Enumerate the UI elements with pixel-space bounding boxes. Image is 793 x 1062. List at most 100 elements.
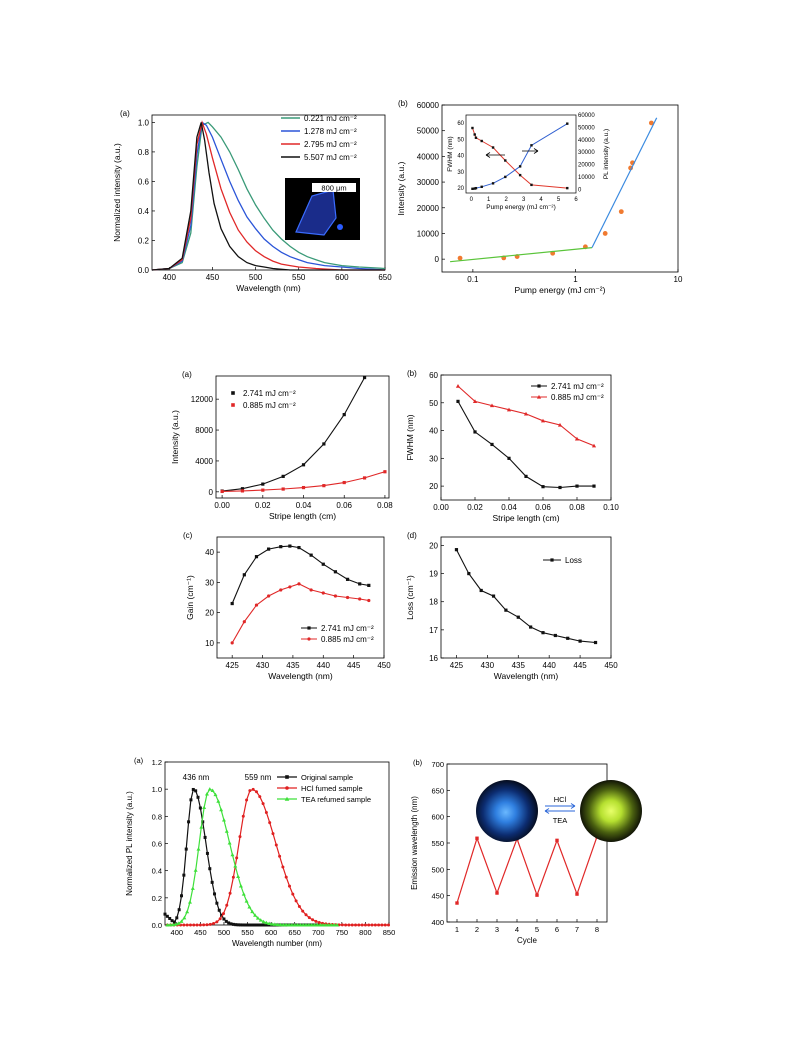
inset-point: [518, 173, 522, 177]
fig1b-panel: 0.1 1 100100002000030000400005000060000Pum…: [396, 99, 683, 295]
data-point: [254, 555, 259, 559]
fig1a-ylabel: Normalized intensity (a.u.): [112, 143, 122, 242]
inset-yleft-tick-label: 60: [457, 121, 464, 127]
data-point: [575, 892, 579, 896]
peak-annotation: 436 nm: [183, 773, 210, 782]
fig2d-xtick-label: 445: [573, 661, 587, 670]
fig2b-panel-label: (b): [407, 369, 417, 378]
data-point: [292, 922, 297, 927]
data-point: [238, 835, 242, 839]
data-point: [182, 915, 187, 920]
fig2c-ytick-label: 20: [205, 609, 214, 618]
data-point: [541, 631, 545, 635]
fit-line-2: [591, 117, 658, 248]
data-point: [455, 384, 461, 388]
data-point: [196, 847, 201, 851]
fig2b-xtick-label: 0.02: [467, 503, 483, 512]
fig2d-xtick-label: 440: [543, 661, 557, 670]
fig2b-xlabel: Stripe length (cm): [492, 513, 559, 523]
data-point: [297, 582, 301, 586]
data-point: [246, 923, 250, 927]
fig1a-ytick-label: 0.6: [138, 177, 150, 186]
data-point: [457, 255, 463, 261]
fig3b-ytick-label: 500: [431, 865, 444, 874]
data-point: [182, 923, 186, 927]
data-point: [279, 545, 283, 549]
data-point: [264, 923, 268, 927]
data-point: [367, 583, 371, 587]
fig3a-ytick-label: 0.6: [152, 840, 162, 849]
legend-marker: [285, 786, 289, 790]
fig3b-xtick-label: 6: [555, 925, 559, 934]
fig2a-xtick-label: 0.00: [214, 501, 230, 510]
inset-xtick-label: 4: [539, 197, 543, 203]
fig3b-ytick-label: 450: [431, 892, 444, 901]
data-point: [318, 923, 323, 927]
fig2c-xtick-label: 440: [317, 661, 331, 670]
fig1a-xlabel: Wavelength (nm): [236, 283, 301, 293]
data-point: [218, 917, 222, 921]
data-point: [205, 851, 209, 855]
fig1a-xtick-label: 400: [163, 273, 177, 282]
data-point: [253, 923, 257, 927]
data-point: [473, 430, 477, 434]
fig3b-ytick-label: 550: [431, 839, 444, 848]
data-point: [281, 487, 285, 491]
data-point: [323, 923, 328, 927]
fig2a-xtick-label: 0.02: [255, 501, 271, 510]
inset-xtick-label: 5: [557, 197, 561, 203]
data-point: [182, 873, 186, 877]
legend-marker: [536, 394, 542, 399]
series-line-2: [167, 788, 338, 926]
fig3b-ytick-label: 650: [431, 786, 444, 795]
data-point: [215, 920, 219, 924]
fig2d-ytick-label: 20: [429, 541, 438, 550]
data-point: [165, 914, 169, 918]
data-point: [297, 545, 301, 550]
legend-label: 0.885 mJ cm⁻²: [243, 401, 296, 410]
fig1a-xtick-label: 450: [206, 273, 220, 282]
data-point: [495, 891, 499, 895]
fig3b-ytick-label: 700: [431, 760, 444, 769]
fig2d-ytick-label: 16: [429, 654, 438, 663]
arrow-label-top: HCl: [554, 795, 567, 804]
fig3b-ytick-label: 400: [431, 918, 444, 927]
inset-point: [491, 182, 495, 185]
fig1b-panel-label: (b): [398, 99, 408, 108]
data-point: [220, 913, 224, 917]
data-point: [215, 901, 219, 905]
legend-label: Original sample: [301, 773, 353, 782]
data-point: [306, 922, 311, 927]
data-point: [523, 411, 529, 416]
data-point: [257, 923, 261, 927]
data-point: [291, 892, 295, 896]
data-point: [329, 923, 334, 927]
blue-sample-photo: [476, 780, 538, 842]
fit-line-1: [450, 247, 593, 263]
fig1a-ytick-label: 0.4: [138, 207, 150, 216]
fig2a-panel-label: (a): [182, 370, 192, 379]
data-point: [165, 922, 170, 927]
inset-point: [471, 187, 474, 190]
data-point: [363, 923, 367, 927]
data-point: [383, 923, 387, 927]
fit-line-0: [222, 377, 366, 492]
data-point: [555, 838, 559, 843]
fig2b-xtick-label: 0.04: [501, 503, 517, 512]
data-point: [591, 443, 597, 448]
fig2b-frame: [440, 374, 612, 501]
fig1b-ytick-label: 40000: [417, 152, 440, 161]
inset-ylabel-right: PL intensity (a.u.): [603, 129, 610, 179]
data-point: [281, 922, 286, 927]
legend-label: 5.507 mJ cm⁻²: [304, 153, 357, 162]
fig2a-ytick-label: 4000: [195, 457, 213, 466]
fig2b-xtick-label: 0.00: [433, 503, 449, 512]
data-point: [321, 562, 325, 566]
fig2c-panel: 425 430 435 440 445 450 10 20 30 40 Wavelength (nm…: [183, 531, 391, 681]
data-point: [340, 923, 344, 927]
data-point: [194, 789, 198, 793]
inset-frame: [465, 114, 577, 194]
inset-point: [504, 175, 507, 179]
data-point: [229, 922, 233, 926]
